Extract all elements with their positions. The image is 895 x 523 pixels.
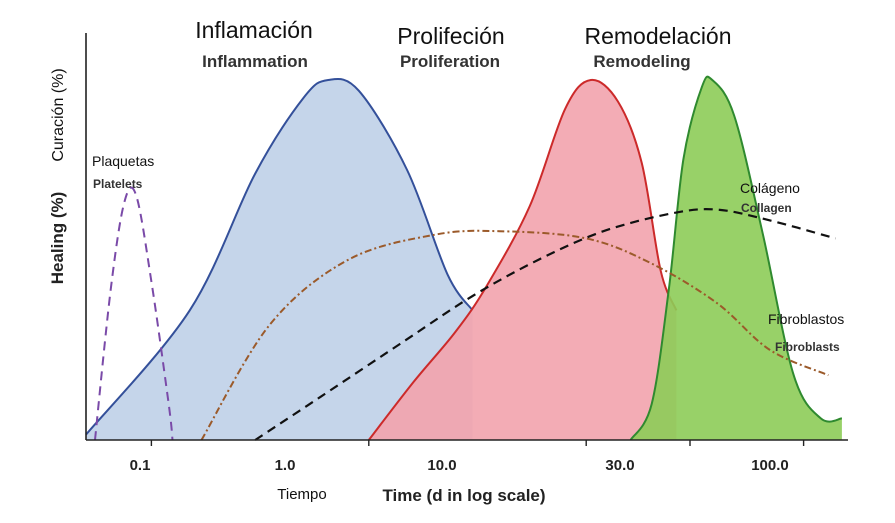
curve-label-es-collagen: Colágeno xyxy=(740,180,800,196)
phase-curve-inflammation xyxy=(85,77,474,436)
y-axis-label-es: Curación (%) xyxy=(50,68,67,161)
phase-label-es-remodeling: Remodelación xyxy=(584,23,731,49)
phase-label-remodeling: Remodeling xyxy=(593,52,690,71)
cell-curves xyxy=(94,186,836,441)
curve-label-platelets: Platelets xyxy=(93,177,143,191)
curve-label-fibroblasts: Fibroblasts xyxy=(775,340,840,354)
curve-label-collagen: Collagen xyxy=(741,201,792,215)
x-axis-ticks xyxy=(150,440,805,446)
curve-fibroblasts xyxy=(200,229,829,441)
phase-label-es-inflammation: Inflamación xyxy=(195,17,313,43)
curve-label-es-fibroblasts: Fibroblastos xyxy=(768,311,844,327)
x-axis-label-es: Tiempo xyxy=(277,486,326,503)
phase-area-proliferation xyxy=(368,79,677,440)
x-tick-label-30.0: 30.0 xyxy=(605,457,634,474)
phase-label-proliferation: Proliferation xyxy=(400,52,500,71)
phase-label-inflammation: Inflammation xyxy=(202,52,308,71)
curve-platelets xyxy=(94,186,174,441)
y-axis-label: Healing (%) xyxy=(48,192,67,285)
x-tick-label-1.0: 1.0 xyxy=(275,457,296,474)
x-tick-label-100.0: 100.0 xyxy=(751,457,789,474)
x-tick-label-10.0: 10.0 xyxy=(427,457,456,474)
x-tick-label-0.1: 0.1 xyxy=(130,457,151,474)
phase-curve-remodeling xyxy=(629,75,843,441)
phase-areas xyxy=(85,75,843,441)
phase-area-remodeling xyxy=(630,76,842,440)
phase-label-es-proliferation: Prolifeción xyxy=(397,23,504,49)
curve-collagen xyxy=(254,208,836,441)
x-axis-label: Time (d in log scale) xyxy=(382,486,545,505)
phase-area-inflammation xyxy=(86,78,473,441)
phase-curve-proliferation xyxy=(368,78,678,441)
curve-label-es-platelets: Plaquetas xyxy=(92,153,154,169)
